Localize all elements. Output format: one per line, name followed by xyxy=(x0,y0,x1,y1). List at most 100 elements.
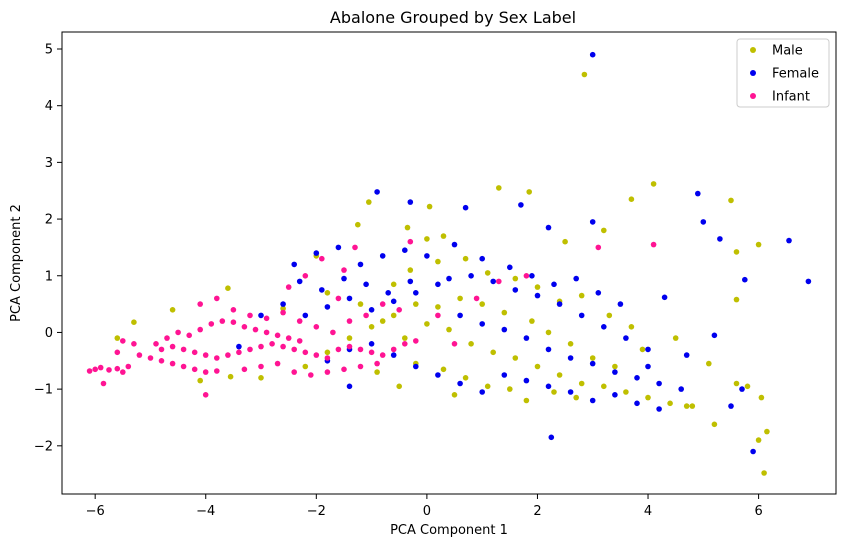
data-point-female xyxy=(545,383,552,390)
y-tick-label: 1 xyxy=(45,269,53,284)
data-point-female xyxy=(368,341,375,347)
data-point-infant xyxy=(97,364,104,371)
data-point-male xyxy=(639,346,646,353)
data-point-male xyxy=(689,403,696,409)
data-point-female xyxy=(750,448,756,455)
data-point-female xyxy=(346,383,353,390)
data-point-female xyxy=(490,278,497,285)
data-point-infant xyxy=(169,343,176,350)
data-point-female xyxy=(468,273,474,279)
data-point-male xyxy=(534,284,541,290)
data-point-infant xyxy=(335,295,342,302)
data-point-infant xyxy=(407,238,414,245)
legend-label-male: Male xyxy=(772,44,803,59)
data-point-male xyxy=(374,369,380,375)
data-point-male xyxy=(589,355,596,361)
data-point-male xyxy=(764,428,770,435)
data-point-female xyxy=(711,332,718,339)
data-point-female xyxy=(617,301,624,307)
legend-label-female: Female xyxy=(772,67,819,82)
data-point-male xyxy=(562,238,568,245)
y-tick-label: −1 xyxy=(34,383,53,398)
data-point-male xyxy=(484,270,491,276)
data-point-infant xyxy=(291,369,298,375)
x-axis: −6 −4 −2 0 2 4 6 xyxy=(86,494,763,519)
data-point-infant xyxy=(363,312,369,319)
data-point-male xyxy=(446,326,452,333)
data-point-female xyxy=(296,278,303,285)
data-point-female xyxy=(390,352,397,358)
data-point-infant xyxy=(263,315,270,322)
data-point-male xyxy=(523,397,530,404)
data-point-male xyxy=(706,360,712,367)
data-point-female xyxy=(501,372,508,378)
data-point-male xyxy=(379,318,386,324)
data-point-female xyxy=(523,377,530,384)
data-point-male xyxy=(578,292,585,299)
data-point-male xyxy=(512,275,519,282)
data-point-female xyxy=(341,275,347,282)
data-point-infant xyxy=(313,324,320,330)
data-point-infant xyxy=(169,360,176,367)
data-point-infant xyxy=(650,241,657,248)
data-point-male xyxy=(390,281,397,288)
data-point-infant xyxy=(413,338,419,344)
data-point-infant xyxy=(319,255,325,262)
data-point-male xyxy=(424,321,430,327)
data-point-male xyxy=(744,383,751,390)
data-point-infant xyxy=(435,312,441,319)
data-point-female xyxy=(656,380,662,387)
data-point-male xyxy=(426,203,433,210)
data-point-female xyxy=(601,324,607,330)
data-point-female xyxy=(634,375,640,381)
data-point-male xyxy=(758,394,765,401)
data-point-infant xyxy=(225,352,231,358)
x-tick-label: 2 xyxy=(533,504,541,519)
data-point-male xyxy=(573,394,579,401)
data-point-infant xyxy=(230,307,237,313)
data-point-infant xyxy=(153,341,159,347)
data-point-female xyxy=(700,219,707,225)
data-point-male xyxy=(468,341,474,347)
data-point-male xyxy=(355,221,361,228)
data-point-female xyxy=(319,287,325,293)
data-point-female xyxy=(479,321,486,327)
data-point-infant xyxy=(308,372,314,378)
data-point-male xyxy=(197,377,203,384)
data-point-male xyxy=(733,380,740,387)
data-point-infant xyxy=(258,363,264,370)
data-point-infant xyxy=(180,363,187,370)
y-tick-label: 2 xyxy=(45,213,53,228)
data-point-female xyxy=(695,190,701,197)
data-point-female xyxy=(407,278,414,285)
data-point-infant xyxy=(186,332,192,339)
data-point-female xyxy=(335,244,342,251)
x-tick-label: −2 xyxy=(307,504,326,519)
data-point-male xyxy=(672,335,679,341)
data-point-female xyxy=(357,261,364,268)
data-point-infant xyxy=(390,346,397,353)
data-point-female xyxy=(589,397,596,404)
data-point-male xyxy=(396,383,403,390)
data-point-infant xyxy=(346,343,353,350)
data-point-male xyxy=(479,301,486,307)
data-point-male xyxy=(551,389,557,395)
data-point-male xyxy=(402,335,408,341)
data-point-female xyxy=(363,281,369,288)
data-point-male xyxy=(755,437,762,443)
data-point-male xyxy=(435,258,441,265)
data-point-infant xyxy=(341,267,347,273)
x-tick-label: 0 xyxy=(423,504,431,519)
data-point-female xyxy=(379,253,386,259)
data-point-infant xyxy=(191,349,198,356)
data-point-male xyxy=(357,301,364,307)
data-point-female xyxy=(567,355,574,361)
data-point-female xyxy=(589,360,596,367)
data-point-male xyxy=(457,295,463,302)
data-point-infant xyxy=(330,329,336,336)
data-point-female xyxy=(346,295,353,302)
x-axis-title: PCA Component 1 xyxy=(390,523,508,538)
points-layer xyxy=(86,51,812,476)
data-point-female xyxy=(589,219,596,225)
data-point-male xyxy=(534,363,541,370)
